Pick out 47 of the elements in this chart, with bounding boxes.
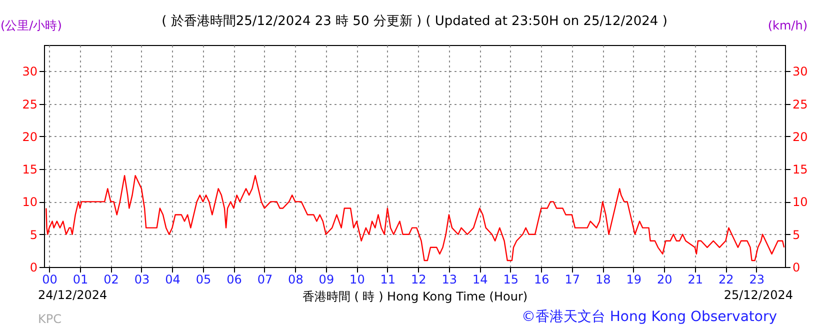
text: ©香港天文台 Hong Kong Observatory (521, 309, 777, 325)
y2-tick-label: 10 (792, 195, 808, 210)
y2-tick-label: 0 (792, 260, 800, 274)
x-tick-label: 18 (596, 272, 611, 286)
x-tick-label: 09 (318, 272, 334, 286)
x-tick-label: 02 (104, 272, 119, 286)
x-tick-label: 22 (718, 272, 734, 286)
y-tick-label: 0 (30, 260, 38, 274)
x-tick-label: 06 (226, 272, 242, 286)
x-tick-label: 15 (503, 272, 519, 286)
y-tick-label: 15 (22, 162, 38, 177)
y2-tick-label: 20 (792, 130, 808, 144)
x-tick-label: 10 (350, 272, 365, 286)
y2-tick-label: 15 (792, 162, 808, 177)
x-tick-label: 07 (257, 272, 273, 286)
y2-tick-label: 25 (792, 97, 808, 112)
y2-tick-label: 30 (792, 64, 808, 79)
x-tick-label: 04 (165, 272, 180, 286)
y-tick-label: 20 (22, 130, 38, 144)
text: 25/12/2024 (724, 288, 793, 302)
line-series (46, 174, 785, 262)
text: KPC (38, 312, 62, 326)
x-tick-label: 16 (534, 272, 550, 286)
x-tick-label: 20 (657, 272, 672, 286)
chart-title: ( 於香港時間25/12/2024 23 時 50 分更新 ) ( Updated at 23:50H on 25/12/2024 ) (162, 14, 668, 29)
y2-tick-label: 5 (792, 228, 800, 242)
x-tick-label: 00 (42, 272, 58, 286)
y-tick-label: 10 (22, 195, 38, 210)
x-tick-label: 14 (472, 272, 488, 286)
y-axis-title: (公里/小時) (0, 18, 62, 32)
x-tick-label: 08 (288, 272, 304, 286)
x-tick-label: 21 (688, 272, 704, 286)
y-tick-label: 30 (22, 64, 38, 79)
x-tick-label: 05 (196, 272, 212, 286)
x-tick-label: 13 (442, 272, 458, 286)
y-tick-label: 5 (30, 228, 38, 242)
y2-axis-title: (km/h) (768, 18, 808, 32)
x-tick-label: 17 (564, 272, 580, 286)
text: 24/12/2024 (38, 288, 108, 302)
x-axis-title: 香港時間 ( 時 ) Hong Kong Time (Hour) (302, 290, 528, 304)
x-tick-label: 12 (411, 272, 426, 286)
x-tick-label: 11 (380, 272, 396, 286)
y-tick-label: 25 (22, 97, 38, 112)
x-tick-label: 23 (749, 272, 765, 286)
x-tick-label: 01 (72, 272, 88, 286)
x-tick-label: 03 (134, 272, 150, 286)
x-tick-label: 19 (626, 272, 642, 286)
